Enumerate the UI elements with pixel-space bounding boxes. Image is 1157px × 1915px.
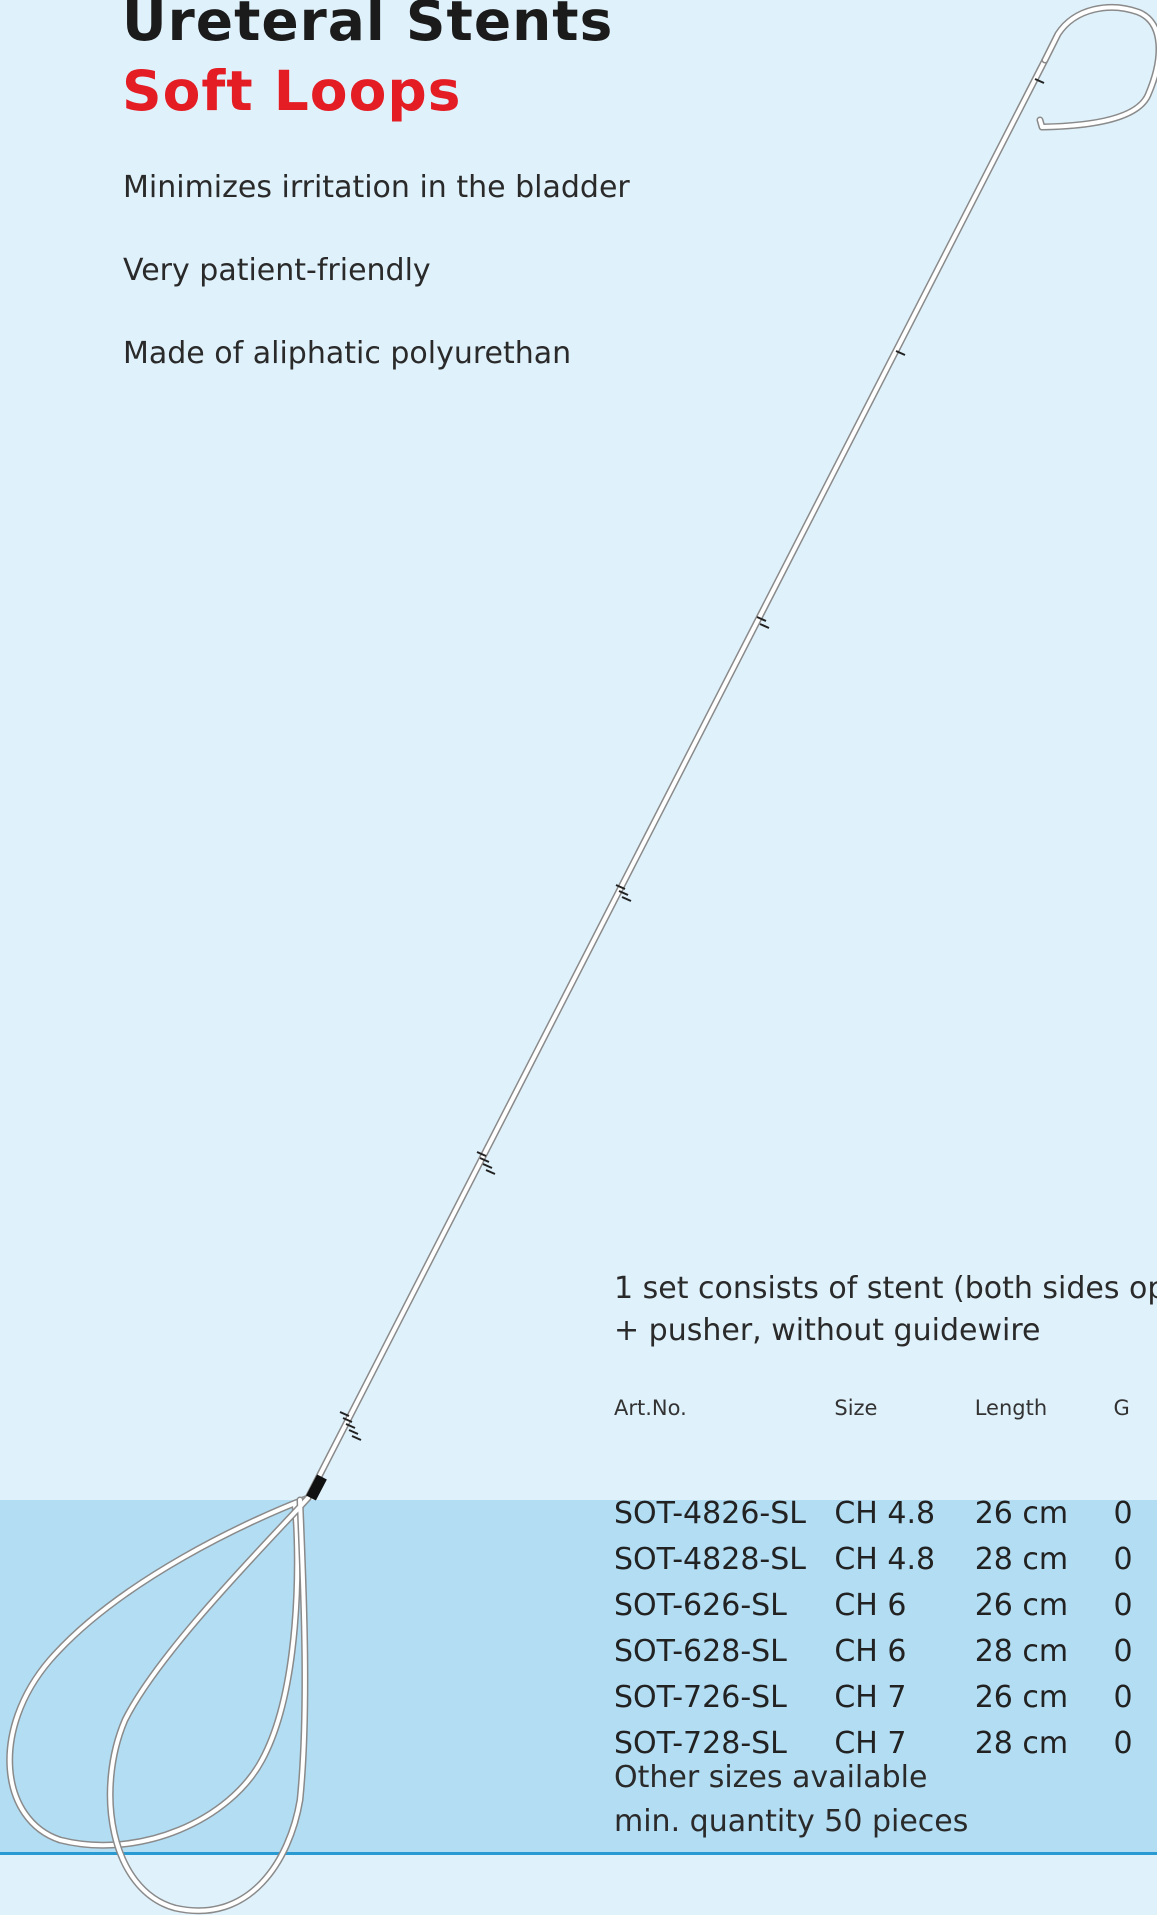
- table-row: SOT-726-SL CH 7 26 cm 0: [614, 1674, 1157, 1720]
- availability-note-line-1: Other sizes available: [614, 1760, 928, 1795]
- set-description-line-1: 1 set consists of stent (both sides ope: [614, 1271, 1157, 1306]
- cell-guidewire: 0: [1113, 1679, 1133, 1715]
- title-line-2: Soft Loops: [122, 59, 462, 123]
- header-art-no: Art.No.: [614, 1396, 687, 1420]
- table-row: SOT-4826-SL CH 4.8 26 cm 0: [614, 1490, 1157, 1536]
- set-description-line-2: + pusher, without guidewire: [614, 1313, 1041, 1348]
- cell-length: 28 cm: [974, 1725, 1069, 1761]
- feature-list: Minimizes irritation in the bladder Very…: [123, 160, 630, 409]
- cell-guidewire: 0: [1113, 1725, 1133, 1761]
- table-header-row: Art.No. Size Length G: [614, 1396, 1157, 1444]
- table-spacer: [614, 1444, 1157, 1490]
- title-line-1: Ureteral Stents: [122, 0, 614, 53]
- page-title: Ureteral Stents Soft Loops: [122, 0, 613, 126]
- cell-art-no: SOT-728-SL: [614, 1725, 787, 1761]
- cell-size: CH 6: [834, 1587, 907, 1623]
- cell-guidewire: 0: [1113, 1495, 1133, 1531]
- availability-note: Other sizes available min. quantity 50 p…: [614, 1756, 968, 1844]
- header-guidewire: G: [1113, 1396, 1130, 1420]
- table-row: SOT-626-SL CH 6 26 cm 0: [614, 1582, 1157, 1628]
- cell-guidewire: 0: [1113, 1541, 1133, 1577]
- header-length: Length: [974, 1396, 1048, 1420]
- cell-size: CH 4.8: [834, 1541, 936, 1577]
- cell-length: 28 cm: [974, 1541, 1069, 1577]
- table-row: SOT-628-SL CH 6 28 cm 0: [614, 1628, 1157, 1674]
- cell-length: 26 cm: [974, 1679, 1069, 1715]
- cell-length: 28 cm: [974, 1633, 1069, 1669]
- cell-art-no: SOT-4826-SL: [614, 1495, 806, 1531]
- availability-note-line-2: min. quantity 50 pieces: [614, 1804, 969, 1839]
- cell-size: CH 7: [834, 1725, 907, 1761]
- cell-guidewire: 0: [1113, 1587, 1133, 1623]
- table-background-band: [0, 1500, 1157, 1854]
- cell-size: CH 7: [834, 1679, 907, 1715]
- cell-art-no: SOT-4828-SL: [614, 1541, 806, 1577]
- cell-length: 26 cm: [974, 1495, 1069, 1531]
- feature-item: Minimizes irritation in the bladder: [123, 170, 630, 205]
- cell-art-no: SOT-626-SL: [614, 1587, 787, 1623]
- feature-item: Made of aliphatic polyurethan: [123, 336, 572, 371]
- product-table: Art.No. Size Length G SOT-4826-SL CH 4.8…: [614, 1396, 1157, 1766]
- cell-length: 26 cm: [974, 1587, 1069, 1623]
- header-size: Size: [834, 1396, 878, 1420]
- cell-art-no: SOT-628-SL: [614, 1633, 787, 1669]
- set-description: 1 set consists of stent (both sides ope …: [614, 1268, 1157, 1352]
- cell-size: CH 6: [834, 1633, 907, 1669]
- feature-item: Very patient-friendly: [123, 253, 431, 288]
- bottom-divider-line: [0, 1852, 1157, 1855]
- table-row: SOT-728-SL CH 7 28 cm 0: [614, 1720, 1157, 1766]
- table-row: SOT-4828-SL CH 4.8 28 cm 0: [614, 1536, 1157, 1582]
- cell-guidewire: 0: [1113, 1633, 1133, 1669]
- cell-art-no: SOT-726-SL: [614, 1679, 787, 1715]
- cell-size: CH 4.8: [834, 1495, 936, 1531]
